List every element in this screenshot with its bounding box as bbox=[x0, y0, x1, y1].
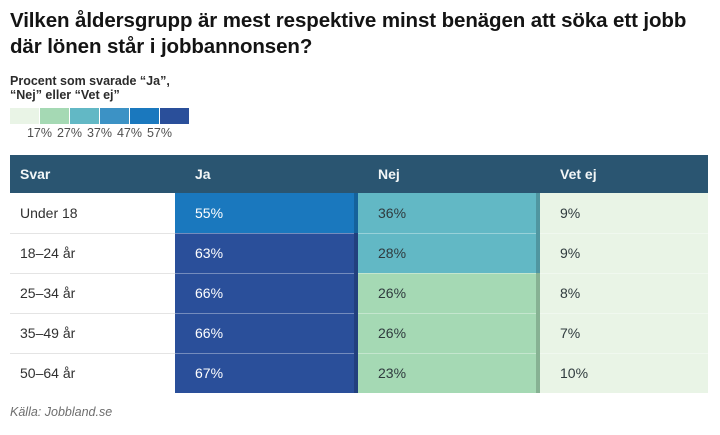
legend-swatch-27-37 bbox=[70, 108, 99, 124]
value-cell-nej: 23% bbox=[358, 353, 540, 393]
source-note: Källa: Jobbland.se bbox=[10, 405, 113, 419]
value-cell-vet-ej: 8% bbox=[540, 273, 708, 313]
value-cell-nej: 28% bbox=[358, 233, 540, 273]
value-cell-nej: 36% bbox=[358, 193, 540, 233]
value-cell-vet-ej: 7% bbox=[540, 313, 708, 353]
row-label: Under 18 bbox=[10, 193, 175, 233]
legend-tick-labels: 17% 27% 37% 47% 57% bbox=[10, 126, 195, 141]
chart-subtitle-line1: Procent som svarade “Ja”, bbox=[10, 74, 170, 88]
column-header-nej: Nej bbox=[378, 166, 400, 182]
answers-table: Svar Ja Nej Vet ej Under 18 55% 36% 9% 1… bbox=[10, 155, 708, 393]
legend-swatch-37-47 bbox=[100, 108, 129, 124]
chart-title: Vilken åldersgrupp är mest respektive mi… bbox=[10, 9, 687, 58]
value-cell-vet-ej: 9% bbox=[540, 193, 708, 233]
table-row: 35–49 år 66% 26% 7% bbox=[10, 313, 708, 353]
value-cell-ja: 66% bbox=[175, 273, 358, 313]
legend-tick-label: 57% bbox=[146, 126, 173, 140]
legend-tick-label: 37% bbox=[86, 126, 113, 140]
legend-swatch-under-17 bbox=[10, 108, 39, 124]
legend-swatch-17-27 bbox=[40, 108, 69, 124]
value-cell-ja: 66% bbox=[175, 313, 358, 353]
legend-swatch-47-57 bbox=[130, 108, 159, 124]
row-label: 50–64 år bbox=[10, 353, 175, 393]
value-cell-ja: 63% bbox=[175, 233, 358, 273]
value-cell-nej: 26% bbox=[358, 273, 540, 313]
value-cell-nej: 26% bbox=[358, 313, 540, 353]
column-header-ja: Ja bbox=[195, 166, 211, 182]
table-header-row: Svar Ja Nej Vet ej bbox=[10, 155, 708, 193]
column-header-svar: Svar bbox=[20, 166, 51, 182]
column-header-vet-ej: Vet ej bbox=[560, 166, 597, 182]
legend-tick-label: 47% bbox=[116, 126, 143, 140]
value-cell-ja: 67% bbox=[175, 353, 358, 393]
row-label: 18–24 år bbox=[10, 233, 175, 273]
table-row: Under 18 55% 36% 9% bbox=[10, 193, 708, 233]
page: Vilken åldersgrupp är mest respektive mi… bbox=[10, 9, 708, 419]
value-cell-vet-ej: 9% bbox=[540, 233, 708, 273]
table-row: 18–24 år 63% 28% 9% bbox=[10, 233, 708, 273]
value-cell-vet-ej: 10% bbox=[540, 353, 708, 393]
table-row: 50–64 år 67% 23% 10% bbox=[10, 353, 708, 393]
value-cell-ja: 55% bbox=[175, 193, 358, 233]
row-label: 35–49 år bbox=[10, 313, 175, 353]
legend-tick-label: 27% bbox=[56, 126, 83, 140]
color-scale-legend: 17% 27% 37% 47% 57% bbox=[10, 108, 195, 141]
table-row: 25–34 år 66% 26% 8% bbox=[10, 273, 708, 313]
color-scale-bar bbox=[10, 108, 195, 124]
legend-swatch-over-57 bbox=[160, 108, 189, 124]
row-label: 25–34 år bbox=[10, 273, 175, 313]
legend-tick-label: 17% bbox=[26, 126, 53, 140]
chart-subtitle-line2: “Nej” eller “Vet ej” bbox=[10, 88, 120, 102]
chart-subtitle: Procent som svarade “Ja”, “Nej” eller “V… bbox=[10, 74, 250, 102]
